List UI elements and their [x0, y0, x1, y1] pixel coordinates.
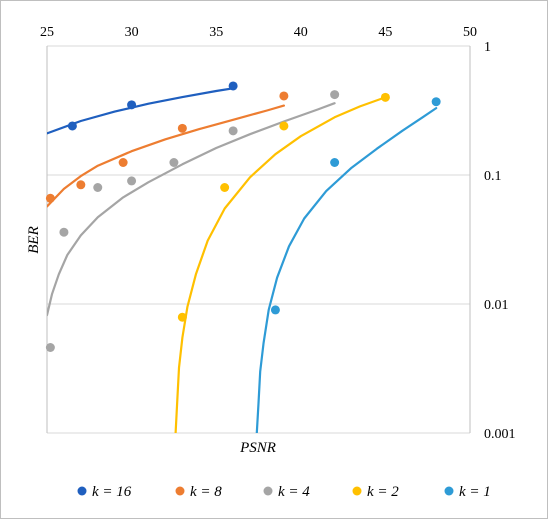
x-tick-label: 50 [463, 25, 477, 40]
y-axis-title: BER [26, 226, 42, 254]
y-tick-label: 0.1 [484, 169, 502, 184]
y-tick-label: 1 [484, 40, 491, 55]
x-tick-label: 40 [294, 25, 308, 40]
legend-label-series-2: k = 4 [278, 484, 310, 500]
trendline-series-2 [47, 102, 336, 317]
data-point-series-4 [431, 97, 441, 107]
data-point-series-1 [76, 180, 86, 190]
legend-label-series-3: k = 2 [367, 484, 399, 500]
legend-marker-series-0 [77, 486, 87, 496]
trendline-series-0 [47, 87, 235, 135]
legend-label-series-0: k = 16 [92, 484, 132, 500]
y-tick-labels: 1 0.1 0.01 0.001 [484, 40, 516, 442]
data-point-series-2 [127, 176, 137, 186]
trendline-series-1 [47, 104, 285, 208]
legend-marker-series-4 [444, 486, 454, 496]
data-point-series-1 [279, 91, 289, 101]
data-point-series-2 [93, 183, 103, 193]
data-point-series-3 [177, 312, 187, 322]
data-points [45, 81, 441, 353]
trendline-series-4 [255, 107, 438, 433]
x-tick-labels: 25 30 35 40 45 50 [40, 25, 477, 40]
data-point-series-3 [279, 121, 289, 131]
legend: k = 16 k = 8 k = 4 k = 2 k = 1 [77, 484, 491, 500]
gridlines [47, 45, 470, 434]
data-point-series-2 [59, 227, 69, 237]
data-point-series-0 [67, 121, 77, 131]
x-tick-label: 45 [378, 25, 392, 40]
x-tick-label: 25 [40, 25, 54, 40]
data-point-series-2 [169, 157, 179, 167]
data-point-series-2 [228, 126, 238, 136]
x-tick-label: 35 [209, 25, 223, 40]
legend-marker-series-2 [263, 486, 273, 496]
legend-label-series-1: k = 8 [190, 484, 222, 500]
data-point-series-0 [228, 81, 238, 91]
legend-marker-series-1 [175, 486, 185, 496]
data-point-series-2 [45, 343, 55, 353]
trendlines [47, 87, 438, 433]
x-tick-label: 30 [125, 25, 139, 40]
x-axis-title: PSNR [239, 440, 276, 456]
data-point-series-1 [45, 193, 55, 203]
data-point-series-4 [270, 305, 280, 315]
data-point-series-1 [118, 157, 128, 167]
legend-label-series-4: k = 1 [459, 484, 491, 500]
data-point-series-2 [330, 90, 340, 100]
trendline-series-3 [174, 96, 387, 433]
data-point-series-4 [330, 157, 340, 167]
legend-marker-series-3 [352, 486, 362, 496]
data-point-series-0 [127, 100, 137, 110]
axes [46, 46, 471, 433]
y-tick-label: 0.001 [484, 427, 516, 442]
data-point-series-1 [177, 123, 187, 133]
data-point-series-3 [380, 92, 390, 102]
data-point-series-3 [220, 183, 230, 193]
y-tick-label: 0.01 [484, 298, 509, 313]
